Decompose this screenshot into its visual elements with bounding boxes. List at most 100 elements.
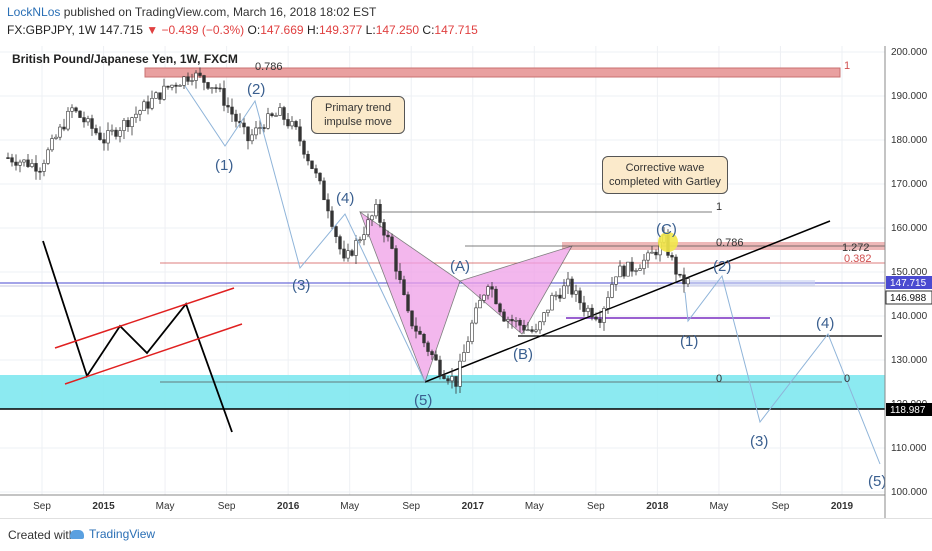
candle-body <box>350 250 354 256</box>
candle-body <box>230 106 234 115</box>
candle-body <box>446 378 450 382</box>
candle-body <box>102 139 106 144</box>
candle-body <box>62 126 66 130</box>
x-tick-label: Sep <box>587 501 605 512</box>
candle-body <box>566 278 570 287</box>
candle-body <box>646 252 650 261</box>
candle-body <box>18 161 22 166</box>
candle-body <box>234 113 238 122</box>
y-tick-label: 160.000 <box>891 223 928 234</box>
candle-body <box>126 120 130 128</box>
candle-body <box>650 251 654 254</box>
close-label: C: <box>422 23 435 37</box>
candle-body <box>466 341 470 353</box>
wave-labels: (1) (2) (3) (4) (5) (A) (B) (C) (1) (2) … <box>215 81 886 490</box>
schematic-channel-lower <box>64 323 243 385</box>
candle-body <box>318 172 322 182</box>
candle-body <box>490 286 494 290</box>
candle-body <box>90 118 94 129</box>
candle-body <box>218 87 222 90</box>
candle-body <box>94 128 98 134</box>
wave-label: (1) <box>680 333 698 350</box>
candle-body <box>482 294 486 301</box>
fib-label: 0 <box>716 373 722 385</box>
wave-label: (3) <box>292 277 310 294</box>
candle-body <box>394 248 398 272</box>
publish-line: LockNLos published on TradingView.com, M… <box>7 5 376 19</box>
candle-body <box>438 359 442 376</box>
low-value: 147.250 <box>375 23 420 37</box>
price-chart[interactable]: (1) (2) (3) (4) (5) (A) (B) (C) (1) (2) … <box>0 46 932 518</box>
candle-body <box>54 136 58 139</box>
candle-body <box>602 308 606 323</box>
candle-body <box>358 239 362 242</box>
candle-body <box>46 149 50 164</box>
candle-body <box>274 115 278 117</box>
fib-label: 0.786 <box>716 237 744 249</box>
candle-body <box>182 76 186 86</box>
wave-label: (5) <box>868 473 886 490</box>
candle-body <box>10 157 14 163</box>
candle-body <box>586 307 590 312</box>
candle-body <box>582 302 586 312</box>
candle-body <box>294 121 298 128</box>
candle-body <box>678 273 682 276</box>
candle-body <box>98 132 102 140</box>
brand-label: TradingView <box>89 527 156 541</box>
candle-body <box>282 107 286 120</box>
c-point-marker <box>658 232 678 252</box>
schematic-wave <box>42 240 233 433</box>
candle-body <box>558 294 562 299</box>
candle-body <box>134 113 138 118</box>
x-tick-label: 2017 <box>462 501 485 512</box>
low-label: L: <box>365 23 376 37</box>
candle-body <box>342 248 346 259</box>
candles <box>6 67 690 394</box>
down-arrow-icon: ▼ <box>146 23 159 37</box>
candle-body <box>502 311 506 322</box>
candle-body <box>354 240 358 256</box>
tradingview-logo[interactable]: TradingView <box>70 527 155 541</box>
candle-body <box>338 236 342 250</box>
candle-body <box>570 278 574 295</box>
author-link[interactable]: LockNLos <box>7 5 61 19</box>
candle-body <box>154 92 158 99</box>
candle-body <box>106 130 110 144</box>
candle-body <box>366 219 370 235</box>
wave-path-main <box>184 85 426 383</box>
candle-body <box>14 161 18 166</box>
candle-body <box>598 318 602 323</box>
candle-body <box>50 138 54 151</box>
x-axis-ticks: Sep 2015 May Sep 2016 May Sep 2017 May Sep 2018 May… <box>33 501 853 512</box>
candle-body <box>634 270 638 272</box>
candle-body <box>686 278 690 285</box>
y-tick-label: 100.000 <box>891 487 928 498</box>
header-bar: LockNLos published on TradingView.com, M… <box>0 0 932 46</box>
callout-corrective-wave: Corrective wave completed with Gartley <box>602 156 728 194</box>
candle-body <box>518 320 522 326</box>
candle-body <box>74 107 78 112</box>
close-value: 147.715 <box>434 23 478 37</box>
wave-label: (4) <box>816 315 834 332</box>
candle-body <box>114 129 118 137</box>
x-tick-label: Sep <box>218 501 236 512</box>
wave-label: (4) <box>336 190 354 207</box>
candle-body <box>22 159 26 163</box>
candle-body <box>454 376 458 387</box>
candle-body <box>382 222 386 236</box>
y-tick-label: 110.000 <box>891 443 927 454</box>
candle-body <box>262 127 266 129</box>
x-tick-label: 2019 <box>831 501 854 512</box>
candle-body <box>66 110 70 130</box>
high-value: 149.377 <box>318 23 363 37</box>
high-label: H: <box>306 23 319 37</box>
candle-body <box>622 265 626 277</box>
y-tick-label: 170.000 <box>891 179 928 190</box>
candle-body <box>498 303 502 313</box>
candle-body <box>378 204 382 223</box>
candle-body <box>138 110 142 115</box>
candle-body <box>578 290 582 304</box>
candle-body <box>314 168 318 174</box>
candle-body <box>406 294 410 312</box>
candle-body <box>458 360 462 387</box>
